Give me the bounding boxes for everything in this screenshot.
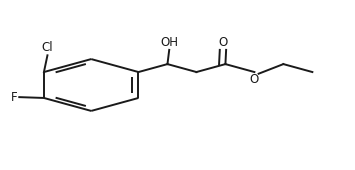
Text: F: F: [11, 91, 17, 104]
Text: Cl: Cl: [42, 41, 53, 54]
Text: O: O: [250, 73, 259, 86]
Text: O: O: [218, 36, 228, 49]
Text: OH: OH: [160, 36, 178, 49]
